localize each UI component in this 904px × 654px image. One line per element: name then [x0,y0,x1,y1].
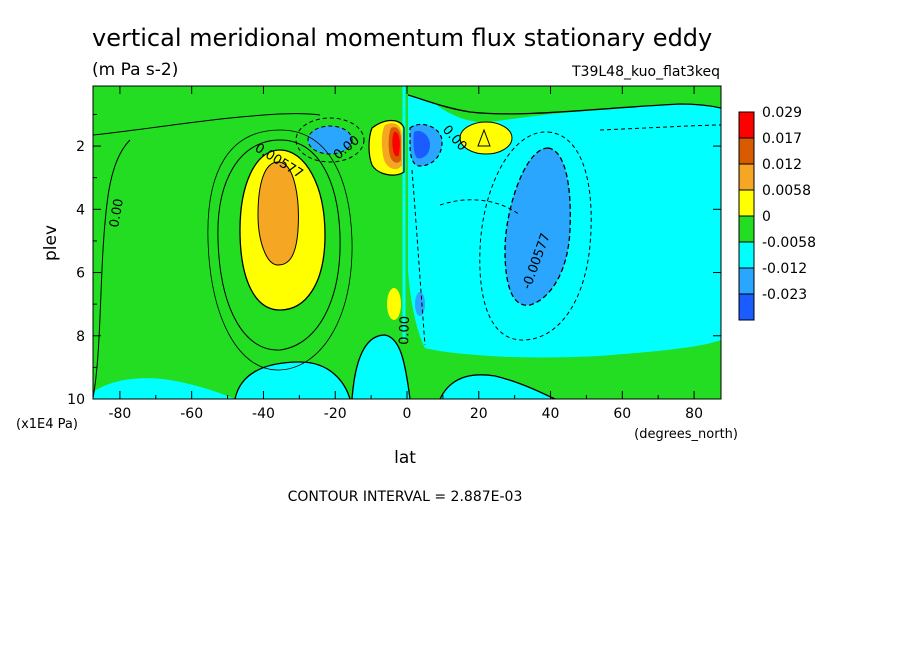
colorbar-swatch [738,163,755,191]
x-tick-label: -20 [324,406,347,422]
x-tick-label: -60 [180,406,203,422]
x-axis-units: (degrees_north) [634,427,738,442]
sh-positive-orange [258,162,299,265]
chart-title: vertical meridional momentum flux statio… [92,24,712,52]
nh-upper-green [430,86,721,123]
colorbar-label: -0.0058 [762,235,816,251]
colorbar-label: 0.029 [762,105,802,121]
contour-lines [93,94,721,399]
bottom-cyan-4 [440,374,555,399]
chart-subtitle: (m Pa s-2) [92,60,178,80]
colorbar-swatch [738,241,755,269]
colorbar: 0.029 0.017 0.012 0.0058 0 -0.0058 -0.012 -0.02… [738,105,816,321]
colorbar-swatch [738,189,755,217]
bottom-cyan-3 [352,335,410,399]
colorbar-swatch [738,137,755,165]
x-axis: -80 -60 -40 -20 0 20 40 60 80 [108,86,703,422]
eq-lower-blue [415,292,425,316]
eq-negative-darkblue [413,130,430,159]
sh-upper-negative [308,126,352,154]
colorbar-swatch [738,111,755,139]
x-tick-label: -40 [252,406,275,422]
colorbar-label: -0.012 [762,261,807,277]
y-tick-label: 4 [76,202,85,218]
y-axis-units: (x1E4 Pa) [16,417,78,432]
eq-lower-yellow [387,288,401,320]
colorbar-label: 0 [762,209,771,225]
x-tick-label: 0 [403,406,412,422]
eq-positive-red [392,131,400,157]
x-tick-label: 40 [542,406,560,422]
x-tick-label: -80 [108,406,131,422]
y-tick-label: 2 [76,139,85,155]
x-axis-label: lat [394,448,416,468]
y-tick-label: 6 [76,266,85,282]
x-tick-label: 20 [470,406,488,422]
colorbar-swatch [738,267,755,295]
contour-interval-note: CONTOUR INTERVAL = 2.887E-03 [288,489,523,505]
contour-label: 0.00 [397,316,413,345]
colorbar-label: 0.0058 [762,183,811,199]
run-label: T39L48_kuo_flat3keq [571,64,720,80]
y-axis-label: plev [41,225,61,261]
nh-negative-blue [505,148,571,306]
colorbar-swatch [738,215,755,243]
bottom-cyan-2 [235,362,350,399]
y-axis: 2 4 6 8 10 [67,113,721,408]
x-tick-label: 60 [613,406,631,422]
nh-upper-positive [460,122,512,154]
colorbar-label: 0.017 [762,131,802,147]
plot-area: 0.00 0.00577 0.00 0.00 0.00 -0.00577 [93,86,721,399]
y-tick-label: 8 [76,329,85,345]
colorbar-swatch [738,293,755,321]
y-tick-label: 10 [67,392,85,408]
colorbar-label: -0.023 [762,287,807,303]
contour-label: 0.00 [107,198,127,229]
colorbar-label: 0.012 [762,157,802,173]
bottom-cyan-1 [93,378,235,399]
x-tick-label: 80 [685,406,703,422]
